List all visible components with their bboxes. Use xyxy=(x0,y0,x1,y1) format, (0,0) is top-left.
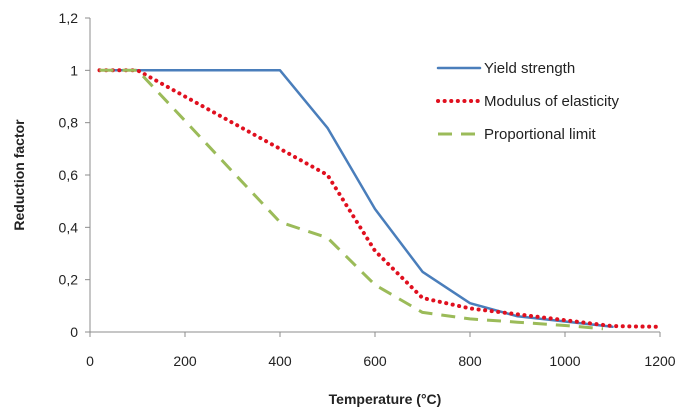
x-axis-title: Temperature (°C) xyxy=(329,391,442,407)
series-line-proportional-limit xyxy=(99,68,604,331)
x-tick-label: 1200 xyxy=(644,353,675,369)
x-tick-label: 600 xyxy=(363,353,387,369)
y-axis-title: Reduction factor xyxy=(11,119,27,231)
legend: Yield strength Modulus of elasticity Propo… xyxy=(436,60,620,143)
y-tick-label: 1 xyxy=(70,62,78,78)
x-tick-label: 1000 xyxy=(549,353,580,369)
axes: 0 0,2 0,4 0,6 0,8 1 1,2 0 200 400 600 800 1000 1200 xyxy=(59,10,676,369)
y-tick-label: 1,2 xyxy=(59,10,79,26)
x-tick-label: 800 xyxy=(458,353,482,369)
y-tick-label: 0,2 xyxy=(59,272,79,288)
y-axis-ticks: 0 0,2 0,4 0,6 0,8 1 1,2 xyxy=(59,10,90,340)
x-tick-label: 200 xyxy=(173,353,197,369)
y-tick-label: 0,4 xyxy=(59,219,79,235)
y-tick-label: 0 xyxy=(70,324,78,340)
series-line-yield-strength xyxy=(98,69,614,329)
x-tick-label: 400 xyxy=(268,353,292,369)
series-layer xyxy=(97,68,662,331)
y-tick-label: 0,6 xyxy=(59,167,79,183)
series-line-modulus-of-elasticity xyxy=(97,68,662,329)
legend-label-modulus-of-elasticity: Modulus of elasticity xyxy=(484,93,620,110)
legend-label-yield-strength: Yield strength xyxy=(484,60,575,77)
x-axis-ticks: 0 200 400 600 800 1000 1200 xyxy=(86,332,676,369)
y-tick-label: 0,8 xyxy=(59,115,79,131)
x-tick-label: 0 xyxy=(86,353,94,369)
legend-label-proportional-limit: Proportional limit xyxy=(484,126,597,143)
